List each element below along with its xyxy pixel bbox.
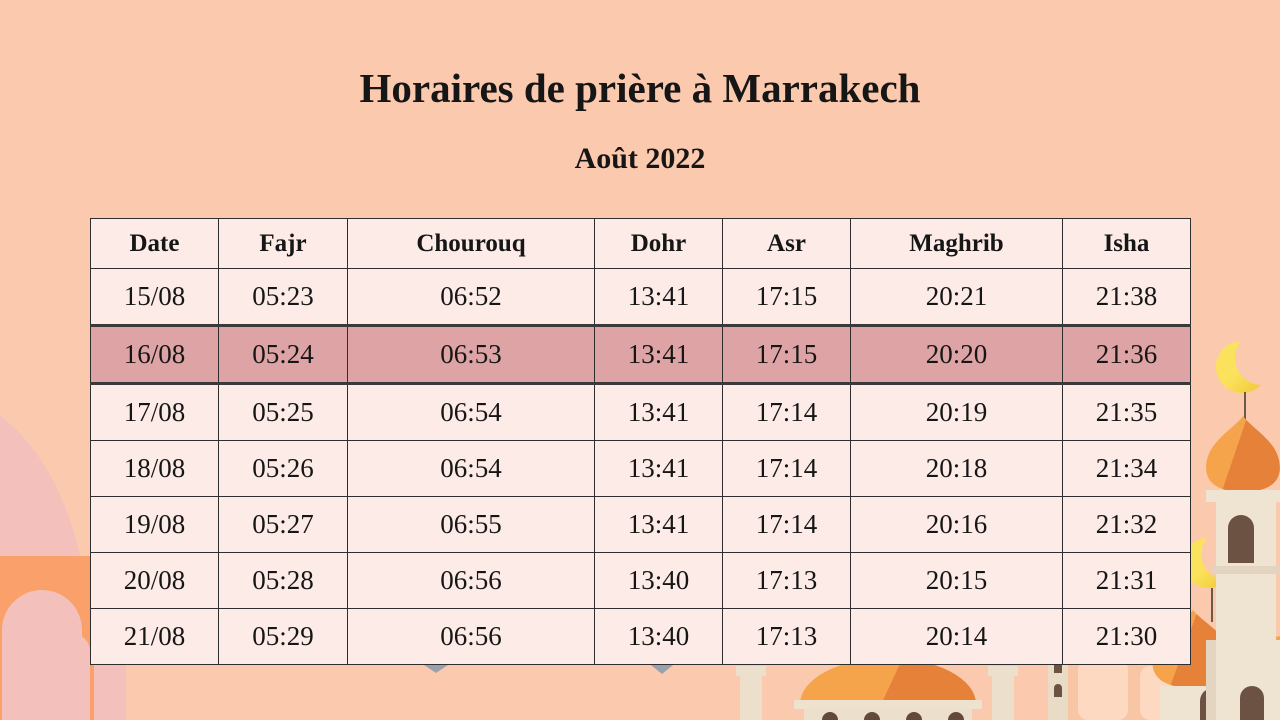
prayer-times-row: 18/08 05:26 06:54 13:41 17:14 20:18 21:3… xyxy=(90,440,1191,497)
column-header-date: Date xyxy=(90,218,219,269)
mosque-building xyxy=(804,708,972,720)
time-cell: 20:19 xyxy=(850,383,1063,441)
pink-column xyxy=(94,660,126,720)
dome-pole xyxy=(1244,392,1246,422)
time-cell: 13:41 xyxy=(594,440,723,497)
time-cell: 06:54 xyxy=(347,440,595,497)
column-header-asr: Asr xyxy=(722,218,851,269)
time-cell: 06:53 xyxy=(347,324,595,385)
crescent-moon-icon xyxy=(1216,341,1268,393)
wall-tile xyxy=(1078,660,1128,720)
time-cell: 21:34 xyxy=(1062,440,1191,497)
building-window-dot xyxy=(864,712,880,720)
arched-window xyxy=(1240,686,1264,720)
time-cell: 13:41 xyxy=(594,324,723,385)
pillar xyxy=(740,676,762,720)
time-cell: 17:15 xyxy=(722,268,851,326)
minaret-slot xyxy=(1054,658,1062,673)
date-cell: 19/08 xyxy=(90,496,219,553)
building-window-dot xyxy=(822,712,838,720)
prayer-times-row-highlighted: 16/08 05:24 06:53 13:41 17:15 20:20 21:3… xyxy=(90,324,1191,385)
time-cell: 05:26 xyxy=(218,440,348,497)
header-row: Date Fajr Chourouq Dohr Asr Maghrib Isha xyxy=(90,218,1191,269)
pillar-cap xyxy=(736,666,766,676)
column-header-dohr: Dohr xyxy=(594,218,723,269)
prayer-times-row: 21/08 05:29 06:56 13:40 17:13 20:14 21:3… xyxy=(90,608,1191,665)
time-cell: 21:31 xyxy=(1062,552,1191,609)
time-cell: 21:30 xyxy=(1062,608,1191,665)
time-cell: 05:25 xyxy=(218,383,348,441)
pillar-cap xyxy=(988,666,1018,676)
time-cell: 13:40 xyxy=(594,552,723,609)
column-header-isha: Isha xyxy=(1062,218,1191,269)
minaret-slot xyxy=(1054,684,1062,697)
date-cell: 18/08 xyxy=(90,440,219,497)
time-cell: 05:29 xyxy=(218,608,348,665)
column-header-chourouq: Chourouq xyxy=(347,218,595,269)
time-cell: 05:24 xyxy=(218,324,348,385)
time-cell: 05:28 xyxy=(218,552,348,609)
time-cell: 06:56 xyxy=(347,552,595,609)
column-header-fajr: Fajr xyxy=(218,218,348,269)
time-cell: 05:27 xyxy=(218,496,348,553)
dome-pole xyxy=(1211,588,1213,622)
building-window-dot xyxy=(906,712,922,720)
prayer-times-row: 17/08 05:25 06:54 13:41 17:14 20:19 21:3… xyxy=(90,383,1191,441)
time-cell: 17:14 xyxy=(722,383,851,441)
page-subtitle: Août 2022 xyxy=(574,142,706,175)
time-cell: 20:14 xyxy=(850,608,1063,665)
prayer-times-row: 19/08 05:27 06:55 13:41 17:14 20:16 21:3… xyxy=(90,496,1191,553)
time-cell: 17:13 xyxy=(722,552,851,609)
time-cell: 21:38 xyxy=(1062,268,1191,326)
onion-dome-icon xyxy=(1206,416,1280,492)
time-cell: 17:14 xyxy=(722,496,851,553)
tower-shade-stripe xyxy=(1206,640,1216,720)
time-cell: 17:15 xyxy=(722,324,851,385)
time-cell: 06:54 xyxy=(347,383,595,441)
time-cell: 06:52 xyxy=(347,268,595,326)
time-cell: 13:41 xyxy=(594,496,723,553)
pink-dome xyxy=(56,634,90,720)
time-cell: 06:55 xyxy=(347,496,595,553)
date-cell: 21/08 xyxy=(90,608,219,665)
time-cell: 13:40 xyxy=(594,608,723,665)
time-cell: 06:56 xyxy=(347,608,595,665)
time-cell: 17:13 xyxy=(722,608,851,665)
time-cell: 20:20 xyxy=(850,324,1063,385)
time-cell: 20:16 xyxy=(850,496,1063,553)
date-cell: 16/08 xyxy=(90,324,219,385)
date-cell: 17/08 xyxy=(90,383,219,441)
dome-ledge xyxy=(794,700,982,709)
time-cell: 20:18 xyxy=(850,440,1063,497)
date-cell: 20/08 xyxy=(90,552,219,609)
dome-base xyxy=(1206,490,1280,502)
date-cell: 15/08 xyxy=(90,268,219,326)
time-cell: 13:41 xyxy=(594,383,723,441)
arched-window xyxy=(1228,515,1254,563)
page-title: Horaires de prière à Marrakech xyxy=(359,65,921,111)
time-cell: 20:15 xyxy=(850,552,1063,609)
time-cell: 17:14 xyxy=(722,440,851,497)
time-cell: 05:23 xyxy=(218,268,348,326)
time-cell: 21:32 xyxy=(1062,496,1191,553)
prayer-times-row: 15/08 05:23 06:52 13:41 17:15 20:21 21:3… xyxy=(90,268,1191,326)
building-window-dot xyxy=(948,712,964,720)
prayer-times-row: 20/08 05:28 06:56 13:40 17:13 20:15 21:3… xyxy=(90,552,1191,609)
pillar xyxy=(992,676,1014,720)
time-cell: 20:21 xyxy=(850,268,1063,326)
time-cell: 13:41 xyxy=(594,268,723,326)
time-cell: 21:36 xyxy=(1062,324,1191,385)
prayer-times-table: Date Fajr Chourouq Dohr Asr Maghrib Isha… xyxy=(90,218,1191,665)
column-header-maghrib: Maghrib xyxy=(850,218,1063,269)
time-cell: 21:35 xyxy=(1062,383,1191,441)
tower-ledge xyxy=(1212,566,1280,574)
